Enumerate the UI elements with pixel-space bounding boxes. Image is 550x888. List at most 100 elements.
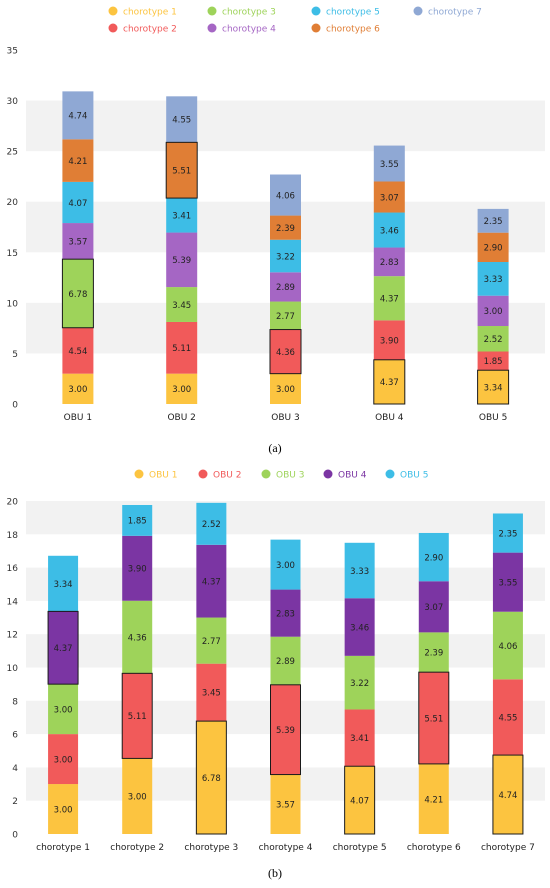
category-label: OBU 4 [375,413,404,423]
bar-segment [344,655,375,710]
bar-segment [270,589,301,637]
data-label: 3.90 [128,565,147,575]
bar-segment [373,145,405,182]
data-label: 3.00 [54,805,73,815]
category-label: chorotype 5 [333,843,387,853]
data-label: 2.89 [276,657,295,667]
chart-b-highlights [47,610,524,835]
y-tick-label: 10 [7,299,19,309]
highlight-box [344,765,376,835]
bar-segment [122,504,153,536]
legend-swatch [385,469,395,479]
bar-segment [270,301,301,330]
y-tick-label: 16 [7,564,19,574]
bar-segment [166,198,198,233]
bar-segment [166,96,198,143]
bar-segment [373,276,405,321]
y-tick-label: 20 [7,498,19,508]
data-label: 2.35 [484,217,503,227]
data-label: 3.07 [424,603,443,613]
y-tick-label: 4 [12,764,18,774]
bar-segment [196,617,227,664]
bar-segment [166,373,198,404]
data-label: 3.33 [484,275,503,285]
data-label: 3.00 [68,385,87,395]
bar-segment [270,329,301,374]
data-label: 2.35 [498,529,517,539]
data-label: 1.85 [484,357,503,367]
data-label: 3.00 [54,705,73,715]
bar-segment [122,673,153,759]
data-label: 4.54 [68,347,87,357]
data-label: 3.41 [172,212,191,222]
legend-label: OBU 2 [213,471,241,481]
legend-swatch [323,469,333,479]
data-label: 4.37 [202,577,221,587]
data-label: 3.07 [380,193,399,203]
legend-swatch [198,469,208,479]
grid-band [26,501,545,535]
bar-segment [62,139,94,182]
bar-segment [48,555,79,612]
bar-segment [270,373,301,404]
category-label: chorotype 7 [481,843,535,853]
bar-segment [418,581,449,633]
data-label: 4.06 [276,191,295,201]
bar-segment [373,320,405,360]
category-label: OBU 5 [479,413,507,423]
y-tick-label: 35 [7,47,18,57]
y-tick-label: 18 [7,531,19,541]
chart-a-bars: 3.00 4.54 6.78 3.57 4.07 4.21 4.74 OBU 1 3.00 5.1… [62,91,509,423]
data-label: 2.77 [202,637,221,647]
data-label: 3.46 [380,226,399,236]
legend-swatch [134,469,144,479]
bar-segment [270,684,301,775]
data-label: 3.57 [68,237,87,247]
legend-label: chorotype 6 [326,25,380,35]
grid-band [26,100,545,152]
y-tick-label: 25 [7,148,18,158]
y-tick-label: 2 [12,797,18,807]
data-label: 3.34 [484,383,503,393]
data-label: 3.55 [380,160,399,170]
bar-segment [373,247,405,277]
bar-segment [122,600,153,674]
bar-segment [373,212,405,248]
y-tick-label: 12 [7,631,18,641]
legend-label: chorotype 4 [222,25,276,35]
data-label: 3.22 [276,252,295,262]
chart-a-y-ticks: 0 5 10 15 20 25 30 35 [7,47,19,411]
bar-segment [62,373,94,404]
bar-segment [373,359,405,404]
data-label: 3.41 [350,734,369,744]
data-label: 3.22 [350,679,369,689]
data-label: 3.57 [276,801,295,811]
data-label: 6.78 [202,774,221,784]
y-tick-label: 6 [12,731,18,741]
y-tick-label: 5 [12,350,18,360]
data-label: 2.52 [484,335,503,345]
y-tick-label: 30 [7,97,19,107]
bar-segment [196,502,227,545]
data-label: 4.74 [498,791,517,801]
data-label: 1.85 [128,517,147,527]
data-label: 2.52 [202,520,221,530]
chart-b-legend: OBU 1 OBU 2 OBU 3 OBU 4 OBU 5 [134,469,428,481]
bar-segment [166,232,198,288]
data-label: 3.33 [350,567,369,577]
legend-swatch [413,6,423,16]
bar-segment [48,684,79,735]
bar-segment [418,532,449,582]
data-label: 4.55 [498,714,517,724]
legend-label: chorotype 5 [326,8,380,18]
bar-segment [477,351,509,371]
y-tick-label: 14 [7,597,19,607]
category-label: OBU 1 [64,413,92,423]
bar-segment [62,91,94,140]
data-label: 4.37 [380,378,399,388]
data-label: 4.06 [498,642,517,652]
category-label: OBU 2 [167,413,195,423]
bar-segment [492,611,523,680]
data-label: 4.37 [54,644,73,654]
y-tick-label: 20 [7,198,19,208]
